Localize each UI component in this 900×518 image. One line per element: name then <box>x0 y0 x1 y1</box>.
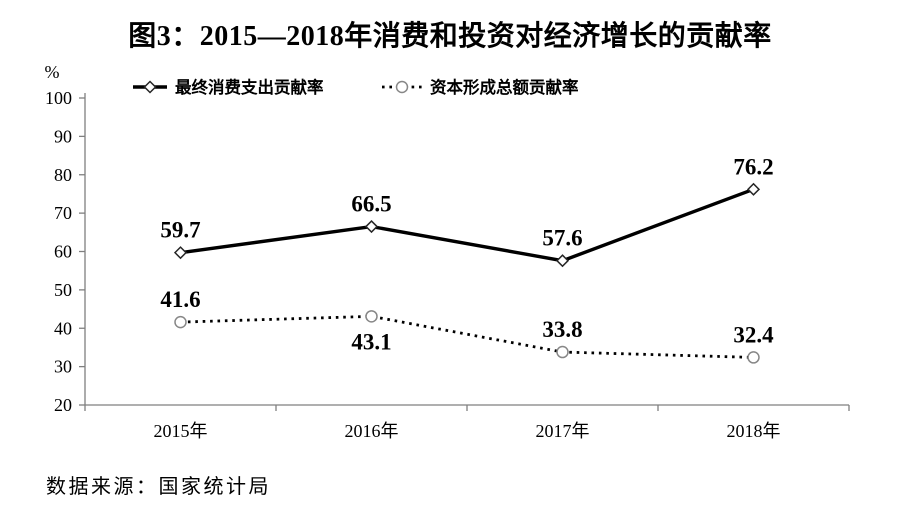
data-point-label: 57.6 <box>542 226 582 251</box>
data-point-label: 59.7 <box>160 218 200 243</box>
y-tick-label: 90 <box>54 126 72 146</box>
data-point-label: 33.8 <box>542 317 582 342</box>
diamond-marker-icon <box>173 246 188 260</box>
y-tick-label: 60 <box>54 242 72 262</box>
y-tick-label: 70 <box>54 203 72 223</box>
chart-title: 图3：2015—2018年消费和投资对经济增长的贡献率 <box>128 21 772 52</box>
x-category-label: 2018年 <box>727 421 781 441</box>
data-point-label: 43.1 <box>351 329 391 354</box>
circle-marker-icon <box>556 345 569 359</box>
data-source-note: 数据来源：国家统计局 <box>46 476 271 498</box>
data-point-label: 41.6 <box>160 287 200 312</box>
y-tick-label: 80 <box>54 165 72 185</box>
y-tick-label: 20 <box>54 395 72 415</box>
diamond-marker-icon <box>746 182 761 196</box>
x-category-label: 2017年 <box>536 421 590 441</box>
data-point-label: 66.5 <box>351 192 391 217</box>
x-category-label: 2016年 <box>345 421 399 441</box>
diamond-marker-icon <box>555 254 570 268</box>
diamond-marker-icon <box>143 80 157 94</box>
y-tick-label: 30 <box>54 357 72 377</box>
series-line <box>180 314 754 359</box>
circle-marker-icon <box>365 310 378 323</box>
series-line <box>180 187 755 263</box>
circle-marker-icon <box>174 315 187 329</box>
x-category-label: 2015年 <box>154 421 208 441</box>
data-point-label: 76.2 <box>733 154 773 179</box>
y-tick-label: 50 <box>54 280 72 300</box>
legend-label: 资本形成总额贡献率 <box>430 77 579 97</box>
circle-marker-icon <box>395 80 409 94</box>
y-tick-label: 40 <box>54 318 72 338</box>
y-axis-unit-label: % <box>45 62 60 82</box>
data-point-label: 32.4 <box>733 322 774 347</box>
y-tick-label: 100 <box>45 88 72 108</box>
circle-marker-icon <box>747 351 760 364</box>
legend-label: 最终消费支出贡献率 <box>175 77 324 97</box>
diamond-marker-icon <box>364 219 379 234</box>
